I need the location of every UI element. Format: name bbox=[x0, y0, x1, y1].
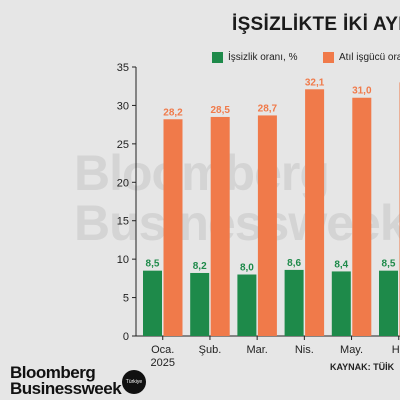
x-tick-label: Şub. bbox=[199, 344, 222, 356]
data-label-underutilization: 31,0 bbox=[352, 86, 372, 97]
bar-underutilization bbox=[257, 115, 277, 336]
bar-underutilization bbox=[163, 119, 183, 337]
y-tick-label: 10 bbox=[117, 254, 129, 266]
y-tick-label: 5 bbox=[123, 293, 129, 305]
brand-logo: Bloomberg Businessweek bbox=[10, 363, 122, 398]
bar-unemployment bbox=[284, 269, 304, 336]
x-tick-label: Oca. 2025 bbox=[151, 344, 175, 369]
data-label-underutilization: 28,2 bbox=[163, 107, 183, 118]
data-label-unemployment: 8,4 bbox=[334, 259, 348, 270]
bar-unemployment bbox=[237, 274, 257, 336]
brand-line-2: Businessweek bbox=[10, 379, 122, 398]
data-label-unemployment: 8,5 bbox=[146, 259, 160, 270]
bar-underutilization bbox=[352, 97, 372, 336]
bar-underutilization bbox=[210, 116, 230, 336]
data-label-underutilization: 28,7 bbox=[258, 103, 278, 114]
source-note: KAYNAK: TÜİK bbox=[330, 362, 395, 372]
y-tick-label: 15 bbox=[117, 216, 129, 228]
data-label-unemployment: 8,5 bbox=[382, 259, 396, 270]
legend-item-unemployment: İşsizlik oranı, % bbox=[212, 52, 297, 63]
x-tick-label: May. bbox=[340, 344, 363, 356]
watermark-line-2: Businessweek bbox=[74, 195, 400, 251]
x-tick-label-line: Ha bbox=[392, 344, 400, 356]
legend-label-underutilization: Atıl işgücü ora bbox=[339, 52, 400, 63]
data-label-underutilization: 32,1 bbox=[305, 77, 325, 88]
watermark: Bloomberg Businessweek bbox=[74, 148, 400, 248]
bar-unemployment bbox=[379, 270, 398, 336]
x-tick-label: Ha bbox=[392, 344, 400, 356]
watermark-line-1: Bloomberg bbox=[74, 145, 330, 201]
legend-swatch-underutilization bbox=[323, 52, 334, 63]
bar-unemployment bbox=[331, 271, 351, 336]
data-label-unemployment: 8,0 bbox=[240, 263, 254, 274]
legend-item-underutilization: Atıl işgücü ora bbox=[323, 52, 400, 63]
x-tick-label-line: Mar. bbox=[246, 344, 267, 356]
bar-unemployment bbox=[190, 272, 210, 336]
bar-underutilization bbox=[305, 89, 325, 336]
brand-line-1: Bloomberg bbox=[10, 363, 96, 382]
y-tick-label: 0 bbox=[123, 331, 129, 343]
x-tick-label-line: Şub. bbox=[199, 344, 222, 356]
x-tick-label-line: May. bbox=[340, 344, 363, 356]
chart-title: İŞSİZLİKTE İKİ AYR bbox=[232, 14, 400, 35]
x-tick-label: Mar. bbox=[246, 344, 267, 356]
y-tick-label: 20 bbox=[117, 177, 129, 189]
data-label-unemployment: 8,6 bbox=[287, 258, 301, 269]
data-label-underutilization: 28,5 bbox=[210, 105, 230, 116]
data-label-unemployment: 8,2 bbox=[193, 261, 207, 272]
x-tick-label-line: Oca. bbox=[151, 344, 174, 356]
x-tick-label: Nis. bbox=[295, 344, 314, 356]
y-tick-label: 35 bbox=[117, 62, 129, 74]
x-tick-label-line: Nis. bbox=[295, 344, 314, 356]
bar-unemployment bbox=[143, 270, 162, 336]
legend-swatch-unemployment bbox=[212, 52, 223, 63]
brand-badge: Türkiye bbox=[122, 370, 146, 394]
x-tick-label-line: 2025 bbox=[151, 357, 175, 369]
y-tick-label: 25 bbox=[117, 139, 129, 151]
y-tick-label: 30 bbox=[117, 100, 129, 112]
legend-label-unemployment: İşsizlik oranı, % bbox=[228, 52, 298, 63]
